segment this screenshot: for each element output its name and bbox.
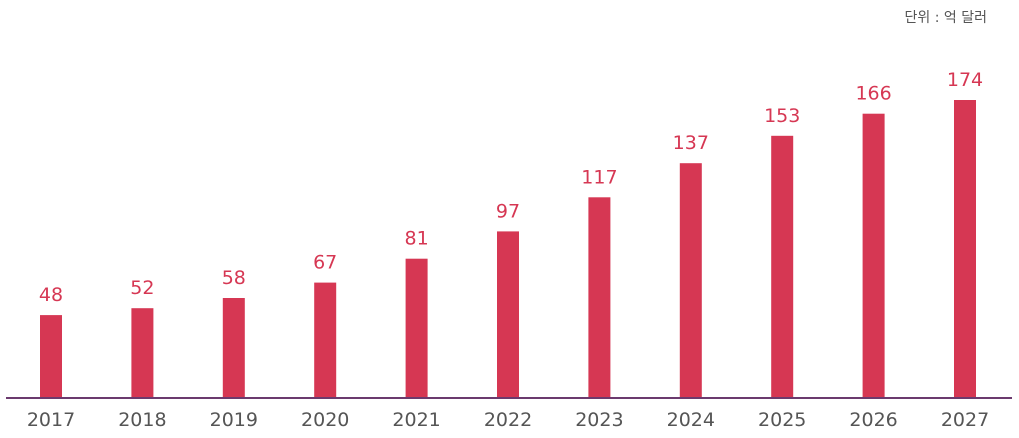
x-tick-label-2026: 2026 [849,409,897,431]
bar-2020 [314,282,337,397]
bar-2017 [40,315,62,397]
value-label-2023: 117 [581,166,617,188]
bar-2026 [862,113,885,397]
x-tick-label-2022: 2022 [484,409,532,431]
value-label-2019: 58 [222,267,246,289]
bar-2023 [588,197,611,397]
bar-2022 [497,231,519,397]
bar-2018 [131,308,154,397]
x-tick-label-2023: 2023 [575,409,623,431]
x-tick-label-2027: 2027 [941,409,989,431]
x-tick-label-2018: 2018 [118,409,166,431]
value-label-2022: 97 [496,200,520,222]
x-tick-label-2017: 2017 [27,409,75,431]
bar-2021 [405,258,428,397]
value-label-2018: 52 [130,277,154,299]
value-label-2025: 153 [764,105,800,127]
x-tick-label-2021: 2021 [392,409,440,431]
value-labels-group: 48 52 58 67 81 97 117 137 153 166 174 [39,69,983,306]
bar-2027 [954,100,976,397]
bar-2024 [679,163,702,397]
x-tick-label-2020: 2020 [301,409,349,431]
value-label-2026: 166 [855,83,891,105]
bar-2025 [771,135,794,398]
bar-2019 [222,298,245,397]
value-label-2024: 137 [673,132,709,154]
value-label-2017: 48 [39,284,63,306]
x-tick-label-2019: 2019 [210,409,258,431]
value-label-2027: 174 [947,69,983,91]
tick-labels-group: 2017 2018 2019 2020 2021 2022 2023 2024 2025 2026… [27,409,989,431]
bars-group [40,100,976,398]
unit-label: 단위 : 억 달러 [904,10,987,26]
x-tick-label-2024: 2024 [667,409,715,431]
value-label-2021: 81 [405,228,429,250]
x-tick-label-2025: 2025 [758,409,806,431]
value-label-2020: 67 [313,252,337,274]
